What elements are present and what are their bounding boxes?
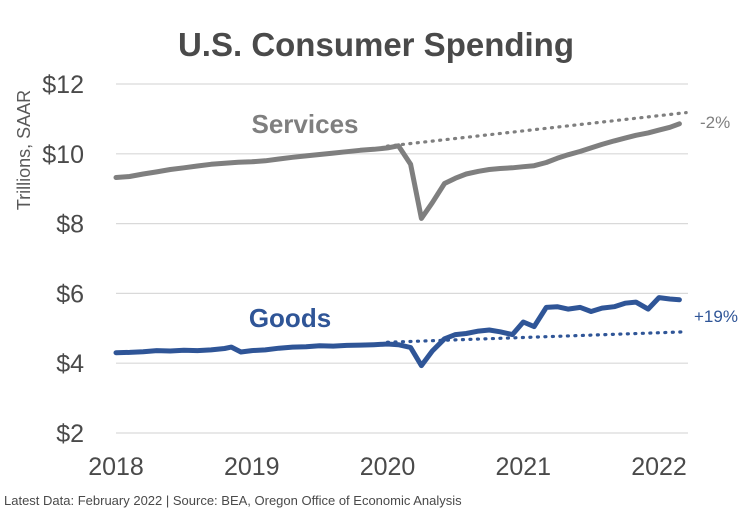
y-tick-label: $8: [56, 211, 84, 239]
series-group: [113, 111, 688, 369]
y-axis-label: Trillions, SAAR: [14, 90, 34, 210]
goods-series-line: [113, 295, 682, 369]
series-label-goods: Goods: [249, 303, 331, 333]
y-tick-label: $4: [56, 350, 84, 378]
footer-note: Latest Data: February 2022 | Source: BEA…: [4, 493, 462, 508]
x-tick-label: 2018: [88, 453, 144, 481]
y-tick-label: $10: [42, 141, 84, 169]
x-tick-label: 2019: [224, 453, 280, 481]
x-tick-label: 2022: [631, 453, 687, 481]
goods-trend-line: [385, 330, 688, 344]
x-tick-label: 2021: [495, 453, 551, 481]
y-tick-label: $6: [56, 280, 84, 308]
gridlines: [116, 83, 688, 434]
services-trend-line: [385, 111, 688, 148]
y-tick-label: $12: [42, 71, 84, 99]
x-axis-ticks: 2018 2019 2020 2021 2022: [88, 453, 687, 481]
series-label-services: Services: [252, 109, 359, 139]
y-axis-ticks: $2 $4 $6 $8 $10 $12: [42, 71, 84, 448]
services-series-line: [113, 121, 682, 221]
goods-trend-change-label: +19%: [694, 307, 738, 326]
x-tick-label: 2020: [360, 453, 416, 481]
y-tick-label: $2: [56, 420, 84, 448]
chart-title: U.S. Consumer Spending: [178, 26, 574, 63]
services-trend-change-label: -2%: [700, 113, 730, 132]
